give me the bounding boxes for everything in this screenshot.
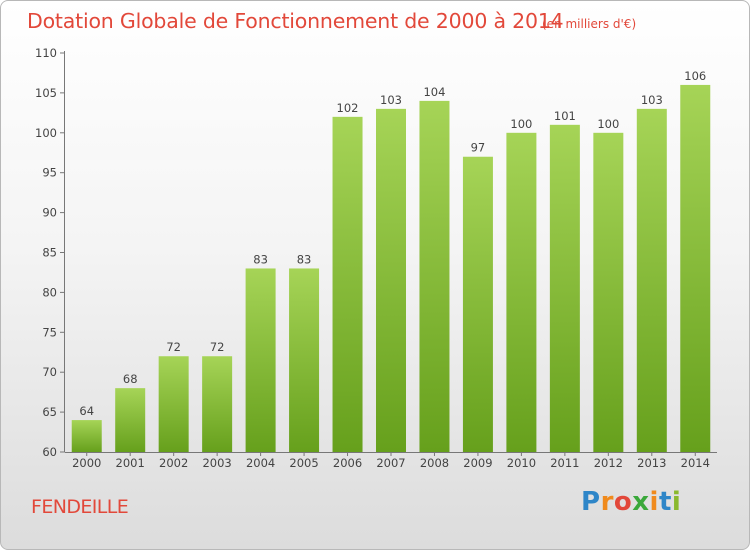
x-tick-label-2012: 2012 bbox=[594, 456, 623, 470]
value-label-2001: 68 bbox=[123, 372, 138, 386]
value-labels: 64 68 72 72 83 83 102 103 104 97 100 101 100 103 106 bbox=[79, 69, 706, 418]
chart-subtitle: (en milliers d'€) bbox=[542, 17, 637, 31]
logo-letter: o bbox=[613, 487, 633, 517]
x-tick-label-2014: 2014 bbox=[681, 456, 710, 470]
x-tick-label-2013: 2013 bbox=[637, 456, 666, 470]
value-label-2004: 83 bbox=[253, 252, 268, 266]
value-label-2006: 102 bbox=[337, 101, 359, 115]
y-tick-label-70: 70 bbox=[42, 365, 57, 379]
x-tick-label-2011: 2011 bbox=[550, 456, 579, 470]
x-tick-label-2002: 2002 bbox=[159, 456, 188, 470]
bar-2005 bbox=[289, 268, 320, 452]
value-label-2010: 100 bbox=[510, 117, 532, 131]
value-label-2008: 104 bbox=[423, 85, 445, 99]
value-label-2014: 106 bbox=[684, 69, 706, 83]
value-label-2007: 103 bbox=[380, 93, 402, 107]
logo-letter: i bbox=[671, 487, 682, 517]
x-tick-label-2008: 2008 bbox=[420, 456, 449, 470]
bar-2001 bbox=[115, 388, 146, 452]
y-tick-label-110: 110 bbox=[35, 46, 57, 60]
y-axis: 60 65 70 75 80 85 90 95 100 105 110 bbox=[35, 46, 65, 459]
bar-2014 bbox=[680, 84, 711, 453]
x-axis: 2000 2001 2002 2003 2004 2005 2006 2007 2008 2009… bbox=[65, 452, 717, 470]
bar-2002 bbox=[158, 356, 189, 452]
value-label-2011: 101 bbox=[554, 109, 576, 123]
x-tick-label-2001: 2001 bbox=[116, 456, 145, 470]
proxiti-logo[interactable]: Proxiti bbox=[581, 487, 681, 517]
bar-2008 bbox=[419, 100, 450, 452]
y-tick-label-105: 105 bbox=[35, 86, 57, 100]
y-tick-label-60: 60 bbox=[42, 445, 57, 459]
value-label-2013: 103 bbox=[641, 93, 663, 107]
logo-letter: x bbox=[632, 487, 650, 517]
x-tick-label-2000: 2000 bbox=[72, 456, 101, 470]
value-label-2012: 100 bbox=[597, 117, 619, 131]
y-tick-label-95: 95 bbox=[42, 166, 57, 180]
value-label-2005: 83 bbox=[297, 252, 312, 266]
bar-2012 bbox=[593, 132, 624, 453]
value-label-2002: 72 bbox=[166, 340, 181, 354]
chart-title: Dotation Globale de Fonctionnement de 20… bbox=[27, 9, 564, 33]
bar-2007 bbox=[376, 108, 406, 453]
bar-2004 bbox=[245, 268, 276, 452]
value-label-2009: 97 bbox=[471, 141, 486, 155]
x-tick-label-2007: 2007 bbox=[376, 456, 405, 470]
x-tick-label-2003: 2003 bbox=[202, 456, 231, 470]
town-name: FENDEILLE bbox=[31, 496, 129, 518]
x-tick-label-2009: 2009 bbox=[463, 456, 492, 470]
bar-2013 bbox=[636, 108, 667, 453]
y-tick-label-75: 75 bbox=[42, 325, 57, 339]
value-label-2003: 72 bbox=[210, 340, 225, 354]
logo-letter: t bbox=[658, 487, 672, 517]
bar-2010 bbox=[506, 132, 537, 453]
x-tick-label-2006: 2006 bbox=[333, 456, 362, 470]
bars-group bbox=[71, 84, 711, 453]
y-tick-label-80: 80 bbox=[42, 285, 57, 299]
bar-2009 bbox=[462, 156, 493, 453]
bar-2003 bbox=[202, 356, 233, 452]
y-tick-label-90: 90 bbox=[42, 206, 57, 220]
y-tick-label-85: 85 bbox=[42, 246, 57, 260]
value-label-2000: 64 bbox=[79, 404, 94, 418]
bar-2011 bbox=[549, 124, 580, 452]
y-tick-label-100: 100 bbox=[35, 126, 57, 140]
x-tick-label-2005: 2005 bbox=[289, 456, 318, 470]
bar-2000 bbox=[71, 420, 102, 452]
bar-2006 bbox=[332, 116, 363, 452]
x-tick-label-2010: 2010 bbox=[507, 456, 536, 470]
logo-letter: P bbox=[581, 487, 601, 517]
x-tick-label-2004: 2004 bbox=[246, 456, 275, 470]
logo-letter: i bbox=[649, 487, 659, 517]
y-tick-label-65: 65 bbox=[42, 405, 57, 419]
logo-letter: r bbox=[600, 487, 614, 517]
